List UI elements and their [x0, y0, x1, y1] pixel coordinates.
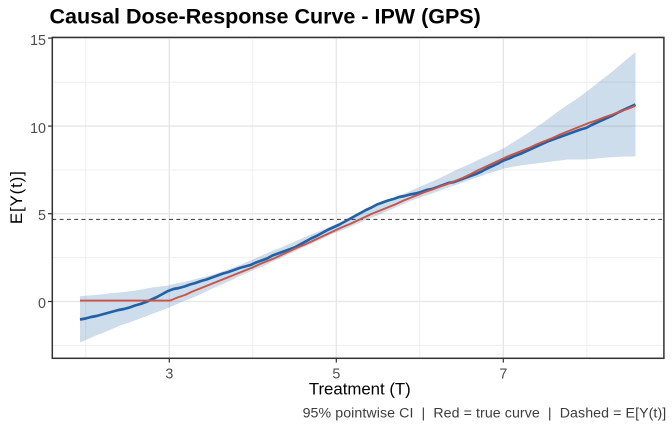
svg-text:7: 7: [499, 366, 507, 382]
svg-text:5: 5: [332, 366, 340, 382]
svg-text:Treatment (T): Treatment (T): [309, 379, 411, 398]
svg-text:Causal Dose-Response Curve - I: Causal Dose-Response Curve - IPW (GPS): [50, 4, 481, 28]
svg-text:95% pointwise CI | Red = tru: 95% pointwise CI | Red = true curve | Da…: [303, 405, 667, 421]
svg-text:3: 3: [165, 366, 173, 382]
svg-text:10: 10: [30, 121, 46, 137]
svg-text:E[Y(t)]: E[Y(t)]: [7, 170, 26, 224]
svg-text:15: 15: [30, 33, 46, 49]
svg-text:5: 5: [38, 208, 46, 224]
svg-text:0: 0: [38, 296, 46, 312]
